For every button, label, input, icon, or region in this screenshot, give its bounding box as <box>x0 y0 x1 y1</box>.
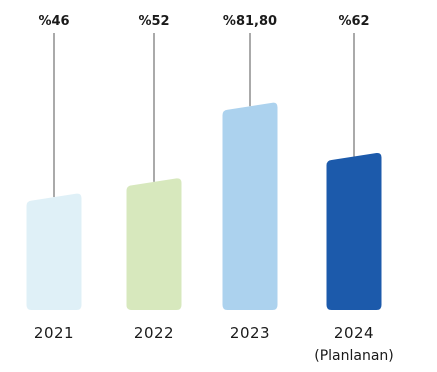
bar-2024 <box>326 152 382 310</box>
value-label-2023: %81,80 <box>223 14 277 29</box>
category-label-2024: 2024 <box>334 324 374 342</box>
category-labels: 2021 2022 2023 2024 (Planlanan) <box>34 324 394 364</box>
bars <box>26 102 382 310</box>
category-label-2021: 2021 <box>34 324 74 342</box>
bar-2022 <box>126 178 182 310</box>
category-sublabel-2024: (Planlanan) <box>314 348 394 364</box>
category-label-2023: 2023 <box>230 324 270 342</box>
value-label-2021: %46 <box>38 14 69 29</box>
bar-2023 <box>222 102 278 310</box>
leader-lines <box>53 33 355 198</box>
bar-2021 <box>26 193 82 310</box>
value-label-2024: %62 <box>338 14 369 29</box>
value-labels: %46 %52 %81,80 %62 <box>38 14 369 29</box>
value-label-2022: %52 <box>138 14 169 29</box>
category-label-2022: 2022 <box>134 324 174 342</box>
